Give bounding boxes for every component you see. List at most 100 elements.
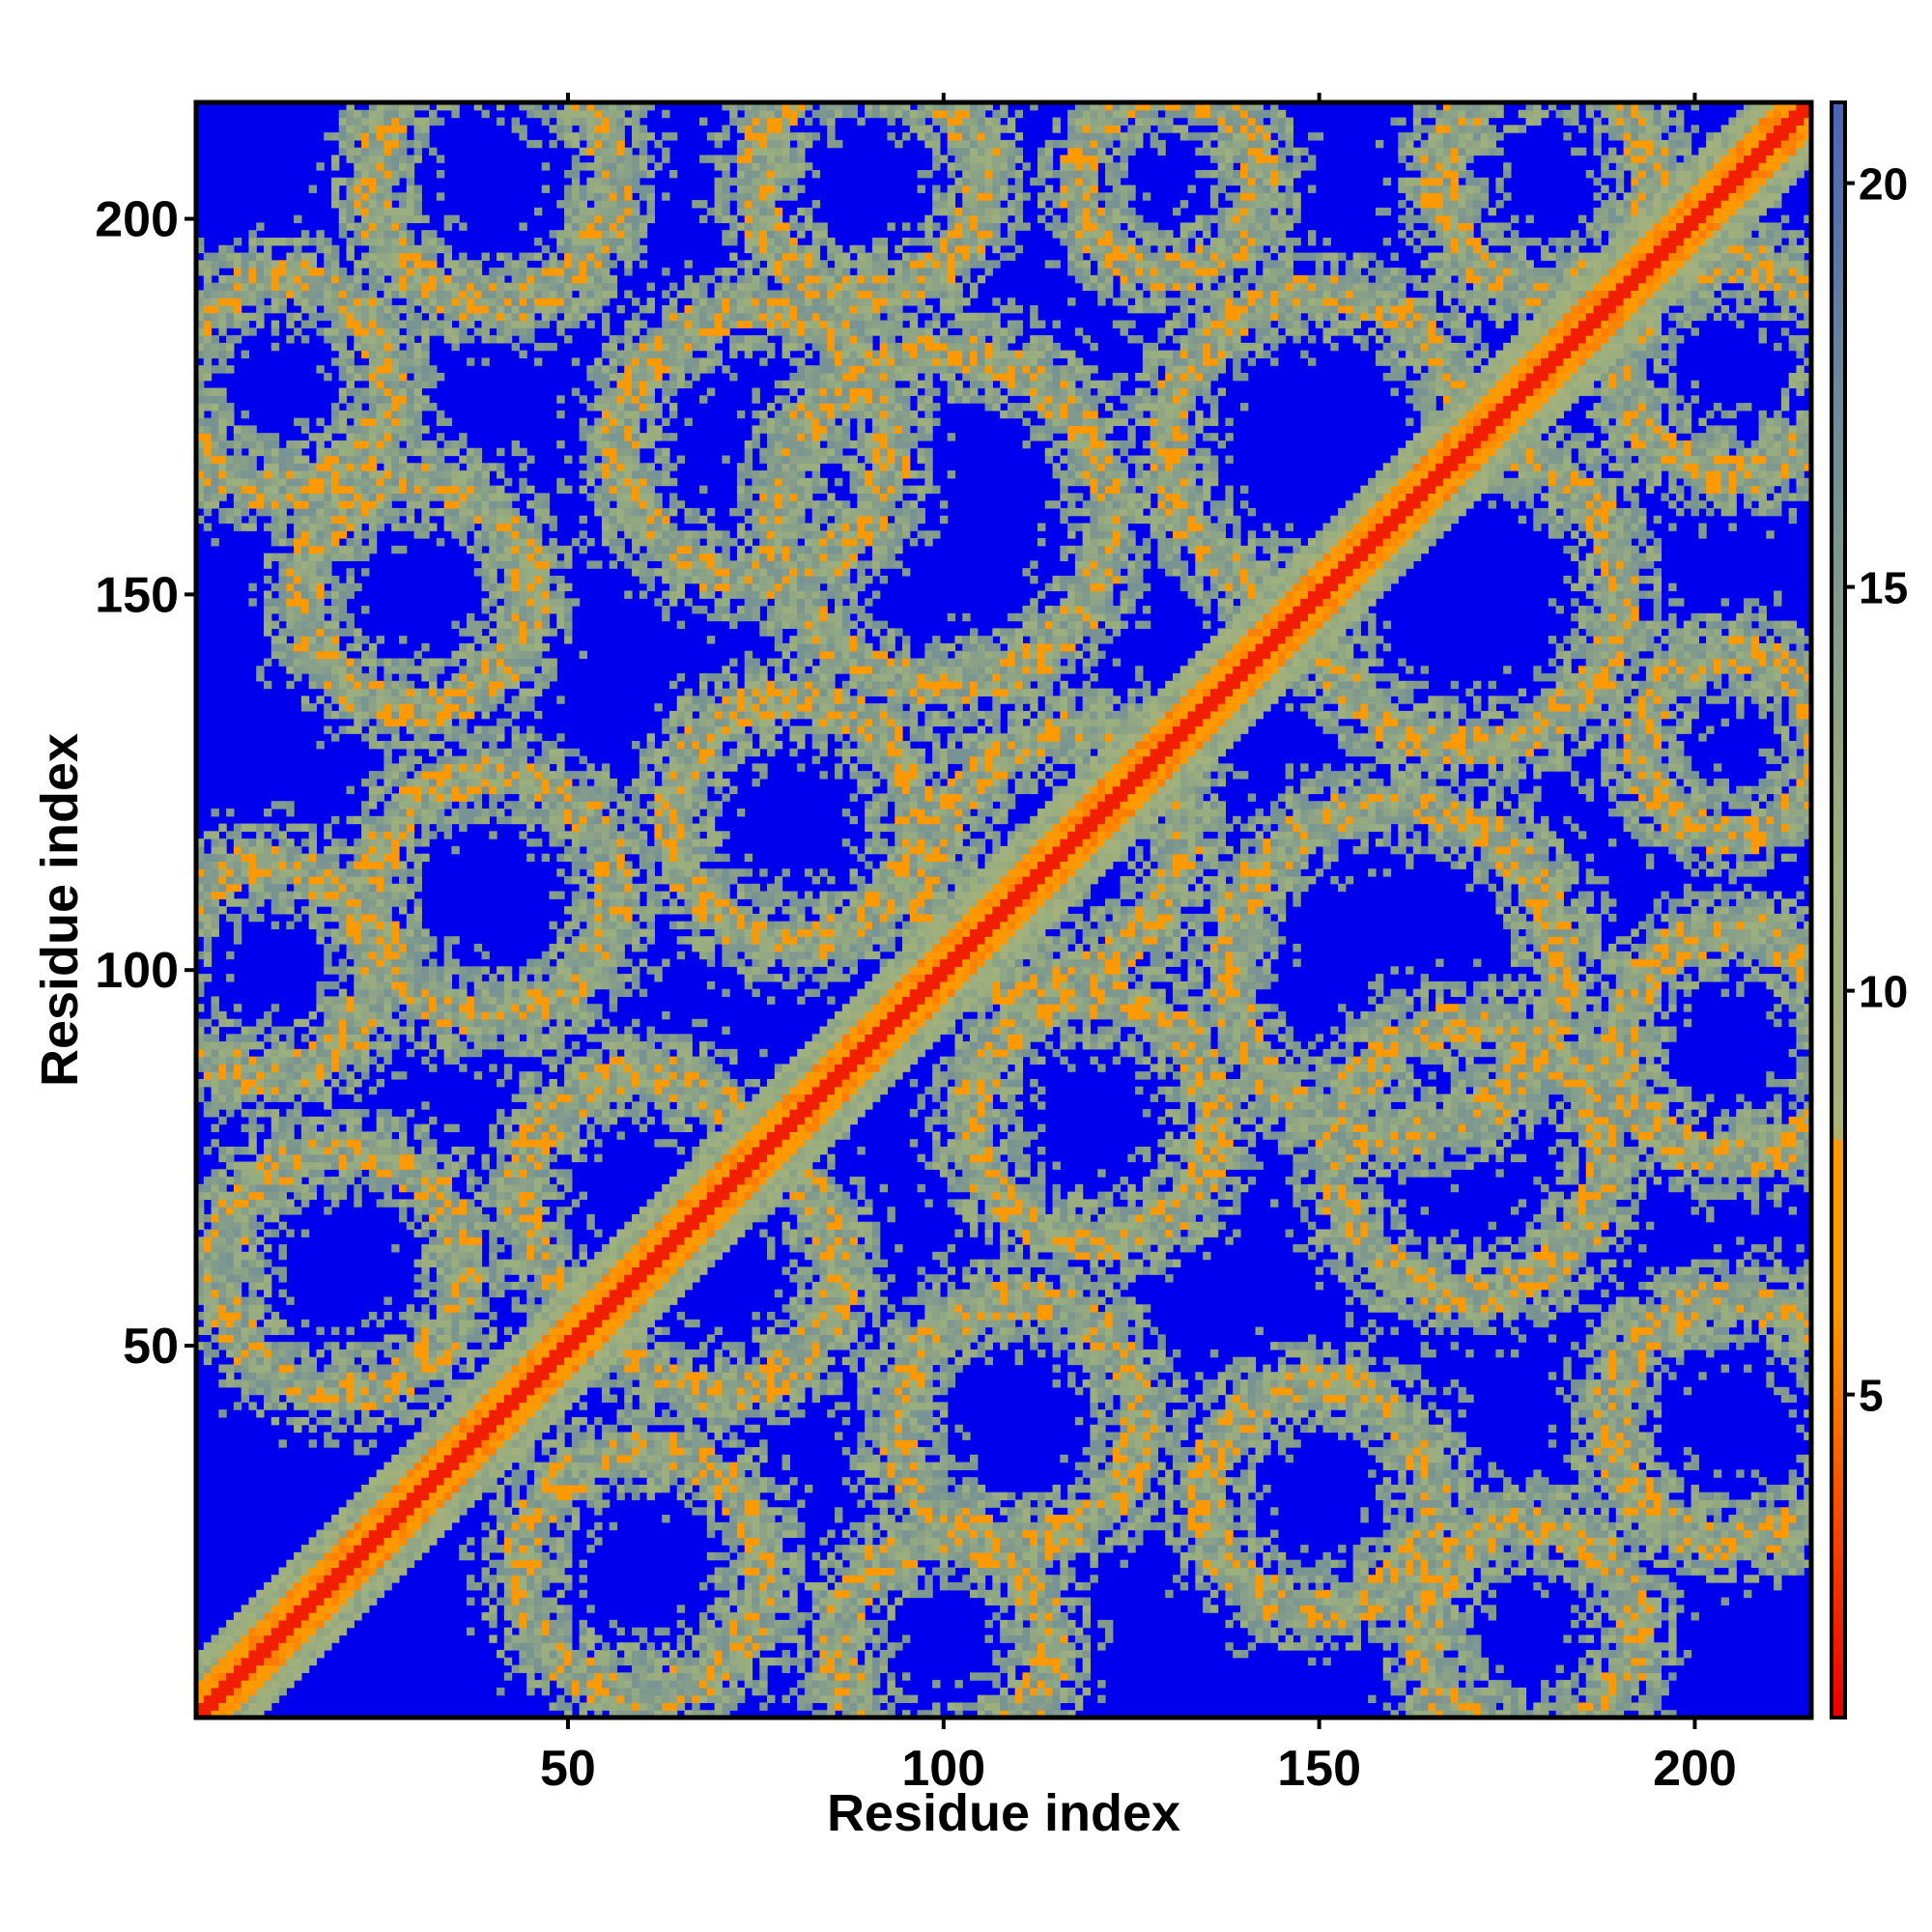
heatmap-cell xyxy=(316,898,324,906)
heatmap-cell xyxy=(279,1650,287,1658)
heatmap-cell xyxy=(279,1634,287,1642)
heatmap-cell xyxy=(1608,1665,1616,1673)
heatmap-cell xyxy=(204,892,212,899)
heatmap-cell xyxy=(497,1575,504,1582)
heatmap-cell xyxy=(316,1169,324,1177)
heatmap-cell xyxy=(324,898,331,906)
heatmap-cell xyxy=(204,448,212,456)
heatmap-cell xyxy=(1428,1680,1435,1688)
heatmap-cell xyxy=(1083,1672,1091,1680)
heatmap-cell xyxy=(812,1605,820,1612)
heatmap-cell xyxy=(331,1402,339,1409)
heatmap-cell xyxy=(1406,1598,1413,1605)
heatmap-cell xyxy=(226,1350,234,1357)
heatmap-cell xyxy=(309,914,317,922)
heatmap-cell xyxy=(1495,1575,1503,1582)
heatmap-cell xyxy=(1248,1590,1256,1598)
heatmap-cell xyxy=(1428,1702,1435,1710)
heatmap-cell xyxy=(504,1582,512,1590)
heatmap-cell xyxy=(242,1266,249,1274)
heatmap-cell xyxy=(610,1650,617,1658)
heatmap-cell xyxy=(1346,1598,1353,1605)
heatmap-cell xyxy=(204,898,212,906)
heatmap-cell xyxy=(294,1552,301,1560)
heatmap-cell xyxy=(271,1350,279,1357)
heatmap-cell xyxy=(737,1620,745,1628)
heatmap-cell xyxy=(624,1695,632,1703)
heatmap-cell xyxy=(1428,1672,1435,1680)
heatmap-cell xyxy=(256,478,264,486)
heatmap-cell xyxy=(256,1304,264,1312)
heatmap-cell xyxy=(242,1342,249,1350)
heatmap-cell xyxy=(242,1650,249,1658)
heatmap-cell xyxy=(271,831,279,838)
heatmap-cell xyxy=(324,606,331,613)
heatmap-cell xyxy=(594,1688,602,1695)
heatmap-cell xyxy=(827,1634,835,1642)
heatmap-cell xyxy=(316,313,324,321)
heatmap-cell xyxy=(880,1620,888,1628)
heatmap-cell xyxy=(339,651,347,659)
heatmap-cell xyxy=(264,1395,271,1403)
heatmap-cell xyxy=(1000,1567,1008,1575)
heatmap-cell xyxy=(218,1169,226,1177)
heatmap-cell xyxy=(248,1034,256,1041)
heatmap-cell xyxy=(316,1575,324,1582)
heatmap-cell xyxy=(1519,1695,1526,1703)
heatmap-cell xyxy=(226,1688,234,1695)
heatmap-cell xyxy=(1368,1634,1376,1642)
heatmap-cell xyxy=(294,1567,301,1575)
heatmap-cell xyxy=(1256,1575,1264,1582)
heatmap-cell xyxy=(264,1628,271,1635)
heatmap-cell xyxy=(1421,1628,1429,1635)
heatmap-cell xyxy=(316,1057,324,1065)
heatmap-cell xyxy=(301,1545,309,1552)
heatmap-cell xyxy=(226,470,234,478)
heatmap-cell xyxy=(271,486,279,494)
heatmap-cell xyxy=(226,1672,234,1680)
heatmap-cell xyxy=(1608,1702,1616,1710)
heatmap-cell xyxy=(745,1612,753,1620)
heatmap-cell xyxy=(1676,1567,1684,1575)
heatmap-cell xyxy=(256,1282,264,1290)
heatmap-cell xyxy=(286,598,294,606)
heatmap-cell xyxy=(218,411,226,418)
heatmap-cell xyxy=(324,1147,331,1154)
heatmap-cell xyxy=(212,1011,219,1019)
heatmap-cell xyxy=(286,666,294,673)
heatmap-cell xyxy=(324,1064,331,1071)
heatmap-cell xyxy=(489,1590,497,1598)
heatmap-cell xyxy=(954,1680,962,1688)
heatmap-cell xyxy=(857,1567,865,1575)
heatmap-cell xyxy=(331,621,339,629)
heatmap-cell xyxy=(309,1027,317,1035)
heatmap-cell xyxy=(264,238,271,245)
heatmap-cell xyxy=(542,1582,550,1590)
heatmap-cell xyxy=(775,1560,782,1568)
heatmap-cell xyxy=(309,1552,317,1560)
heatmap-cell xyxy=(1030,1702,1037,1710)
heatmap-cell xyxy=(212,1094,219,1102)
heatmap-cell xyxy=(204,524,212,531)
heatmap-cell xyxy=(1495,1665,1503,1673)
heatmap-cell xyxy=(729,1567,737,1575)
heatmap-cell xyxy=(279,1027,287,1035)
heatmap-cell xyxy=(242,1297,249,1305)
heatmap-cell xyxy=(1293,1575,1300,1582)
heatmap-cell xyxy=(1458,1612,1465,1620)
heatmap-cell xyxy=(279,238,287,245)
heatmap-cell xyxy=(316,508,324,516)
heatmap-cell xyxy=(226,253,234,261)
heatmap-cell xyxy=(316,1004,324,1011)
heatmap-cell xyxy=(218,478,226,486)
heatmap-cell xyxy=(218,327,226,335)
heatmap-cell xyxy=(256,861,264,868)
heatmap-cell xyxy=(347,1499,355,1507)
heatmap-cell xyxy=(1000,1575,1008,1582)
heatmap-cell xyxy=(279,1266,287,1274)
heatmap-cell xyxy=(1256,1634,1264,1642)
heatmap-cell xyxy=(226,1650,234,1658)
heatmap-cell xyxy=(1180,1582,1188,1590)
heatmap-cell xyxy=(940,1575,948,1582)
heatmap-cell xyxy=(286,1560,294,1568)
